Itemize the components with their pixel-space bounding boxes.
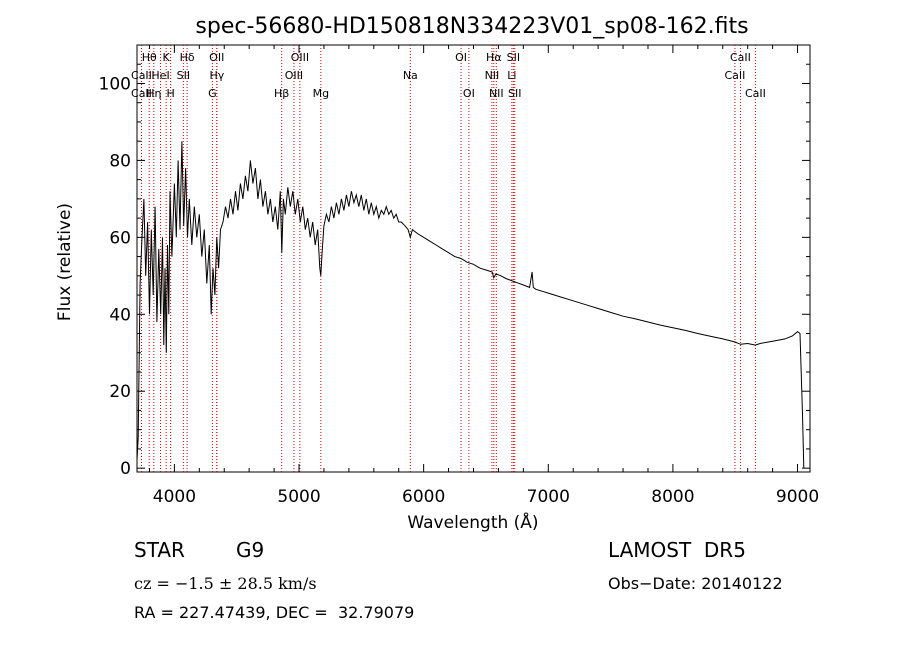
spectral-line-label: K: [163, 51, 171, 64]
x-tick-label: 6000: [402, 487, 445, 507]
spectral-line-label: CaII: [131, 87, 152, 100]
plot-frame: [136, 44, 811, 473]
y-axis-ticks: 0 20 40 60 80 100: [99, 63, 810, 479]
spectral-line-label: OI: [455, 51, 467, 64]
spectral-line-label: Hα: [486, 51, 502, 64]
spectral-line-label: OII: [209, 51, 224, 64]
spectral-line-label: CaII: [730, 51, 751, 64]
x-tick-label: 9000: [776, 487, 819, 507]
x-axis-label: Wavelength (Å): [407, 511, 538, 533]
x-tick-label: 4000: [153, 487, 196, 507]
spectral-line-label: HeI: [151, 69, 169, 82]
spectral-line-label: CaII: [745, 87, 766, 100]
spectral-line-markers: [140, 45, 756, 472]
spectral-line-label: CaII: [131, 69, 152, 82]
coordinates-label: RA = 227.47439, DEC = 32.79079: [134, 603, 415, 622]
x-tick-label: 5000: [277, 487, 320, 507]
spectral-line-label: SII: [177, 69, 190, 82]
spectral-line-label: SII: [508, 87, 521, 100]
chart-title: spec-56680-HD150818N334223V01_sp08-162.f…: [195, 14, 748, 39]
spectrum-series-line: [136, 141, 805, 469]
spectral-line-label: Hδ: [180, 51, 195, 64]
y-tick-label: 60: [109, 228, 131, 248]
spectral-line-label: Hη: [146, 87, 161, 100]
y-axis-label: Flux (relative): [55, 203, 75, 321]
object-class-label: STAR: [134, 538, 185, 562]
y-tick-label: 20: [109, 382, 131, 402]
spectral-line-label: Li: [507, 69, 516, 82]
spectral-line-label: CaII: [725, 69, 746, 82]
y-tick-label: 80: [109, 151, 131, 171]
spectral-line-label: Hθ: [142, 51, 157, 64]
spectral-line-label: Hβ: [274, 87, 289, 100]
spectral-line-label: H: [167, 87, 175, 100]
spectral-line-label: Hγ: [209, 69, 224, 82]
spectral-line-label: SII: [507, 51, 520, 64]
spectral-line-label: OI: [463, 87, 475, 100]
spectral-line-label: Mg: [313, 87, 329, 100]
obs-date-label: Obs−Date: 20140122: [608, 574, 783, 593]
x-tick-label: 8000: [651, 487, 694, 507]
spectral-line-label: OIII: [291, 51, 309, 64]
y-tick-label: 40: [109, 305, 131, 325]
spectral-line-label: NII: [485, 69, 500, 82]
x-tick-label: 7000: [527, 487, 570, 507]
spectral-line-label: Na: [403, 69, 418, 82]
spectral-line-label: OIII: [285, 69, 303, 82]
survey-label: LAMOST DR5: [608, 538, 746, 562]
spectral-line-label: G: [208, 87, 217, 100]
y-tick-label: 0: [120, 459, 131, 479]
x-axis-ticks: 4000 5000 6000 7000 8000 9000: [148, 45, 819, 507]
object-subclass-label: G9: [236, 538, 265, 562]
redshift-label: cz = −1.5 ± 28.5 km/s: [134, 574, 317, 593]
spectral-line-label: NII: [489, 87, 504, 100]
y-tick-label: 100: [99, 74, 131, 94]
